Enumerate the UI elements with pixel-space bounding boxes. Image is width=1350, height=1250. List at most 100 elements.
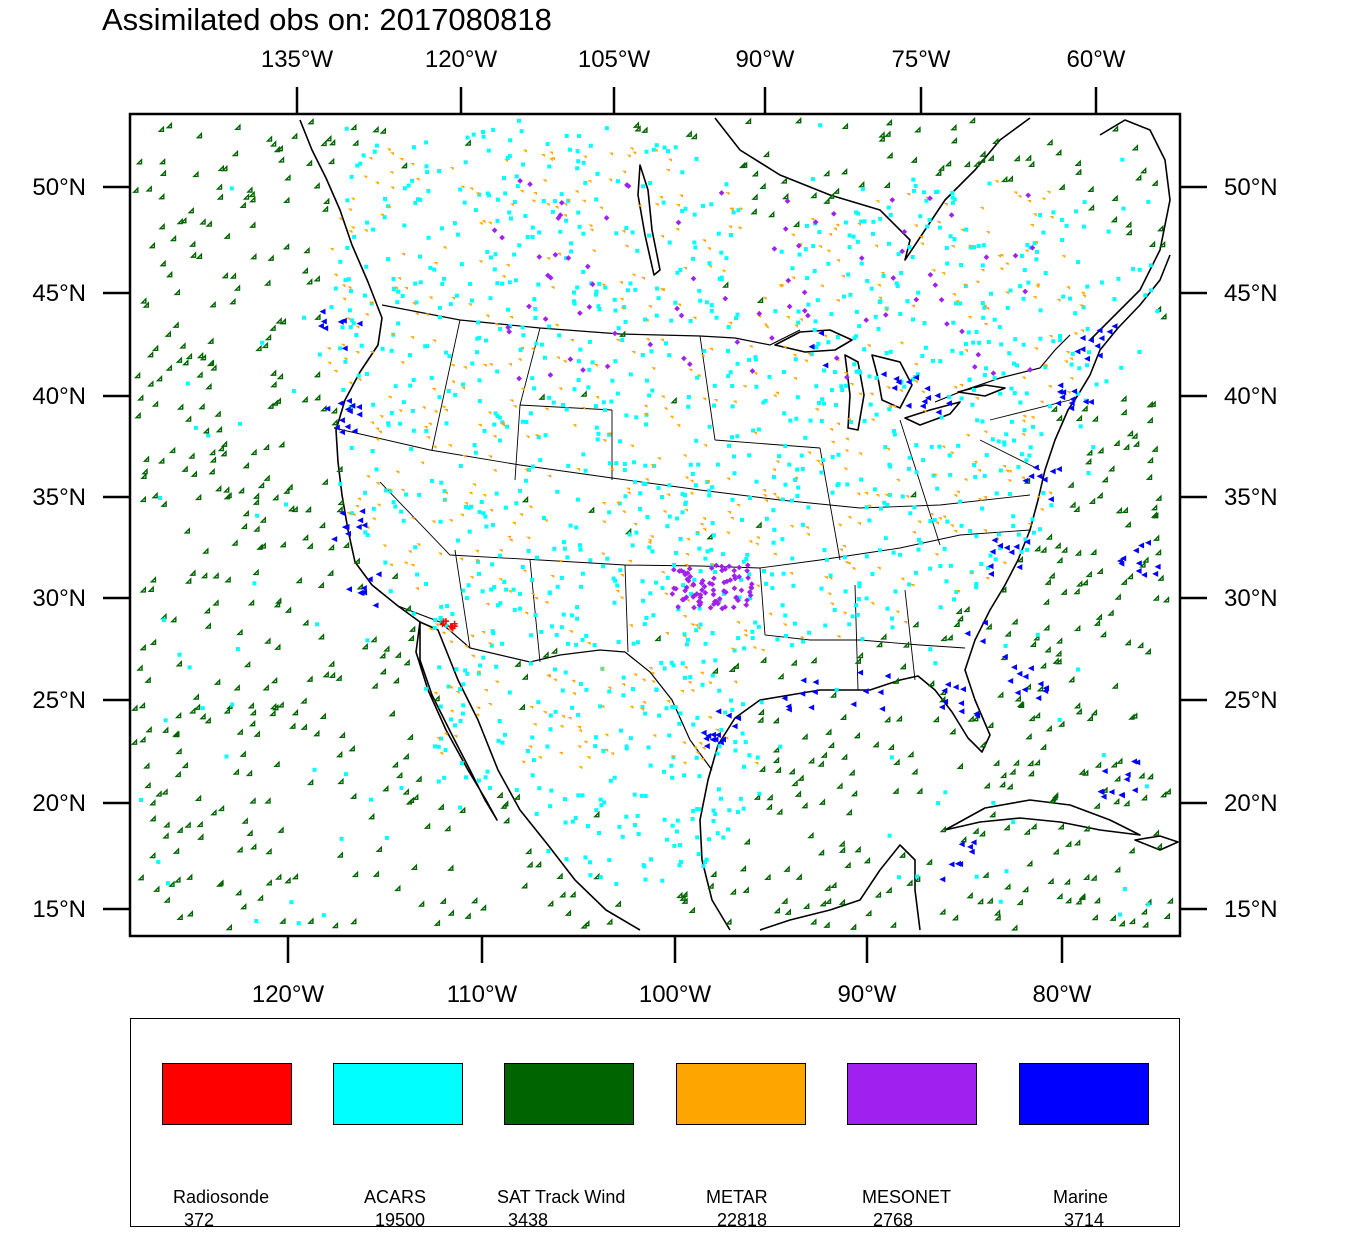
metar-marker (525, 435, 530, 439)
metar-marker (979, 206, 984, 210)
metar-marker (562, 360, 567, 364)
marine-marker (1032, 464, 1039, 471)
acars-marker (1031, 424, 1035, 429)
acars-marker (1005, 305, 1010, 310)
sat-track-wind-marker (276, 144, 283, 152)
sat-track-wind-marker (273, 600, 281, 608)
acars-marker (578, 682, 583, 686)
acars-marker (463, 668, 468, 673)
metar-marker (461, 386, 466, 390)
acars-marker (813, 319, 818, 324)
acars-marker (743, 740, 748, 745)
metar-marker (423, 426, 428, 430)
metar-marker (980, 269, 985, 273)
metar-marker (560, 715, 565, 719)
metar-marker (522, 149, 527, 153)
acars-marker (496, 738, 501, 743)
legend-swatch (162, 1063, 292, 1125)
sat-track-wind-marker (1108, 465, 1115, 472)
mesonet-marker (711, 575, 717, 582)
acars-marker (677, 721, 682, 726)
acars-marker (890, 625, 895, 630)
metar-marker (1069, 377, 1074, 381)
acars-marker (1060, 238, 1065, 243)
acars-marker (656, 296, 661, 301)
metar-marker (775, 496, 780, 500)
acars-marker (1047, 404, 1052, 409)
sat-track-wind-marker (1158, 240, 1166, 248)
sat-track-wind-marker (880, 633, 887, 640)
acars-marker (617, 439, 622, 444)
mesonet-marker (913, 296, 920, 303)
acars-marker (610, 378, 615, 383)
acars-marker (678, 843, 682, 848)
acars-marker (1064, 223, 1069, 228)
metar-marker (753, 431, 758, 435)
acars-marker (370, 449, 375, 453)
acars-marker (627, 532, 632, 537)
acars-marker (698, 569, 703, 574)
acars-marker (624, 744, 629, 749)
marine-marker (921, 398, 928, 405)
acars-marker (667, 483, 672, 488)
metar-marker (1048, 335, 1053, 339)
acars-marker (796, 320, 801, 325)
sat-track-wind-marker (135, 158, 143, 165)
metar-marker (679, 194, 684, 198)
sat-track-wind-marker (391, 761, 399, 768)
marine-marker (1135, 560, 1142, 567)
sat-track-wind-marker (331, 418, 338, 426)
acars-marker (664, 706, 669, 711)
marine-marker (944, 681, 951, 688)
acars-marker (555, 489, 560, 494)
acars-marker (1094, 382, 1099, 387)
acars-marker (857, 324, 862, 329)
acars-marker (444, 623, 449, 628)
metar-marker (462, 366, 467, 370)
acars-marker (444, 421, 449, 426)
sat-track-wind-marker (801, 733, 808, 740)
sat-track-wind-marker (264, 797, 271, 804)
marine-marker (1008, 549, 1015, 556)
metar-marker (662, 510, 667, 514)
acars-marker (716, 231, 721, 236)
acars-marker (741, 702, 745, 707)
sat-track-wind-marker (1052, 848, 1059, 855)
mesonet-marker (718, 563, 725, 570)
acars-marker (981, 315, 986, 320)
metar-marker (953, 386, 958, 390)
acars-marker (732, 471, 737, 476)
sat-track-wind-marker (893, 758, 900, 766)
sat-track-wind-marker (912, 620, 919, 628)
acars-marker (859, 261, 864, 266)
acars-marker (997, 325, 1002, 330)
sat-track-wind-marker (759, 182, 766, 190)
acars-marker (408, 383, 413, 388)
acars-marker (824, 557, 829, 562)
sat-track-wind-marker (972, 827, 979, 834)
sat-track-wind-marker (250, 253, 257, 260)
acars-marker (1043, 365, 1048, 370)
metar-marker (1047, 385, 1052, 389)
sat-track-wind-marker (1155, 842, 1163, 850)
acars-marker (852, 336, 857, 341)
sat-track-wind-marker (559, 891, 566, 898)
metar-marker (420, 461, 425, 465)
metar-marker (441, 405, 446, 409)
marine-marker (356, 320, 363, 327)
acars-marker (566, 463, 571, 468)
legend-item-metar: METAR 22818 (676, 1063, 806, 1230)
mesonet-marker (1025, 192, 1032, 199)
sat-track-wind-marker (776, 808, 783, 815)
metar-marker (695, 751, 700, 755)
acars-marker (348, 325, 353, 330)
metar-marker (942, 515, 947, 519)
metar-marker (842, 611, 847, 615)
sat-track-wind-marker (412, 793, 419, 801)
acars-marker (343, 772, 348, 777)
acars-marker (697, 606, 702, 611)
acars-marker (1143, 293, 1148, 298)
metar-marker (351, 513, 356, 517)
sat-track-wind-marker (136, 664, 143, 671)
sat-track-wind-marker (1048, 572, 1055, 579)
